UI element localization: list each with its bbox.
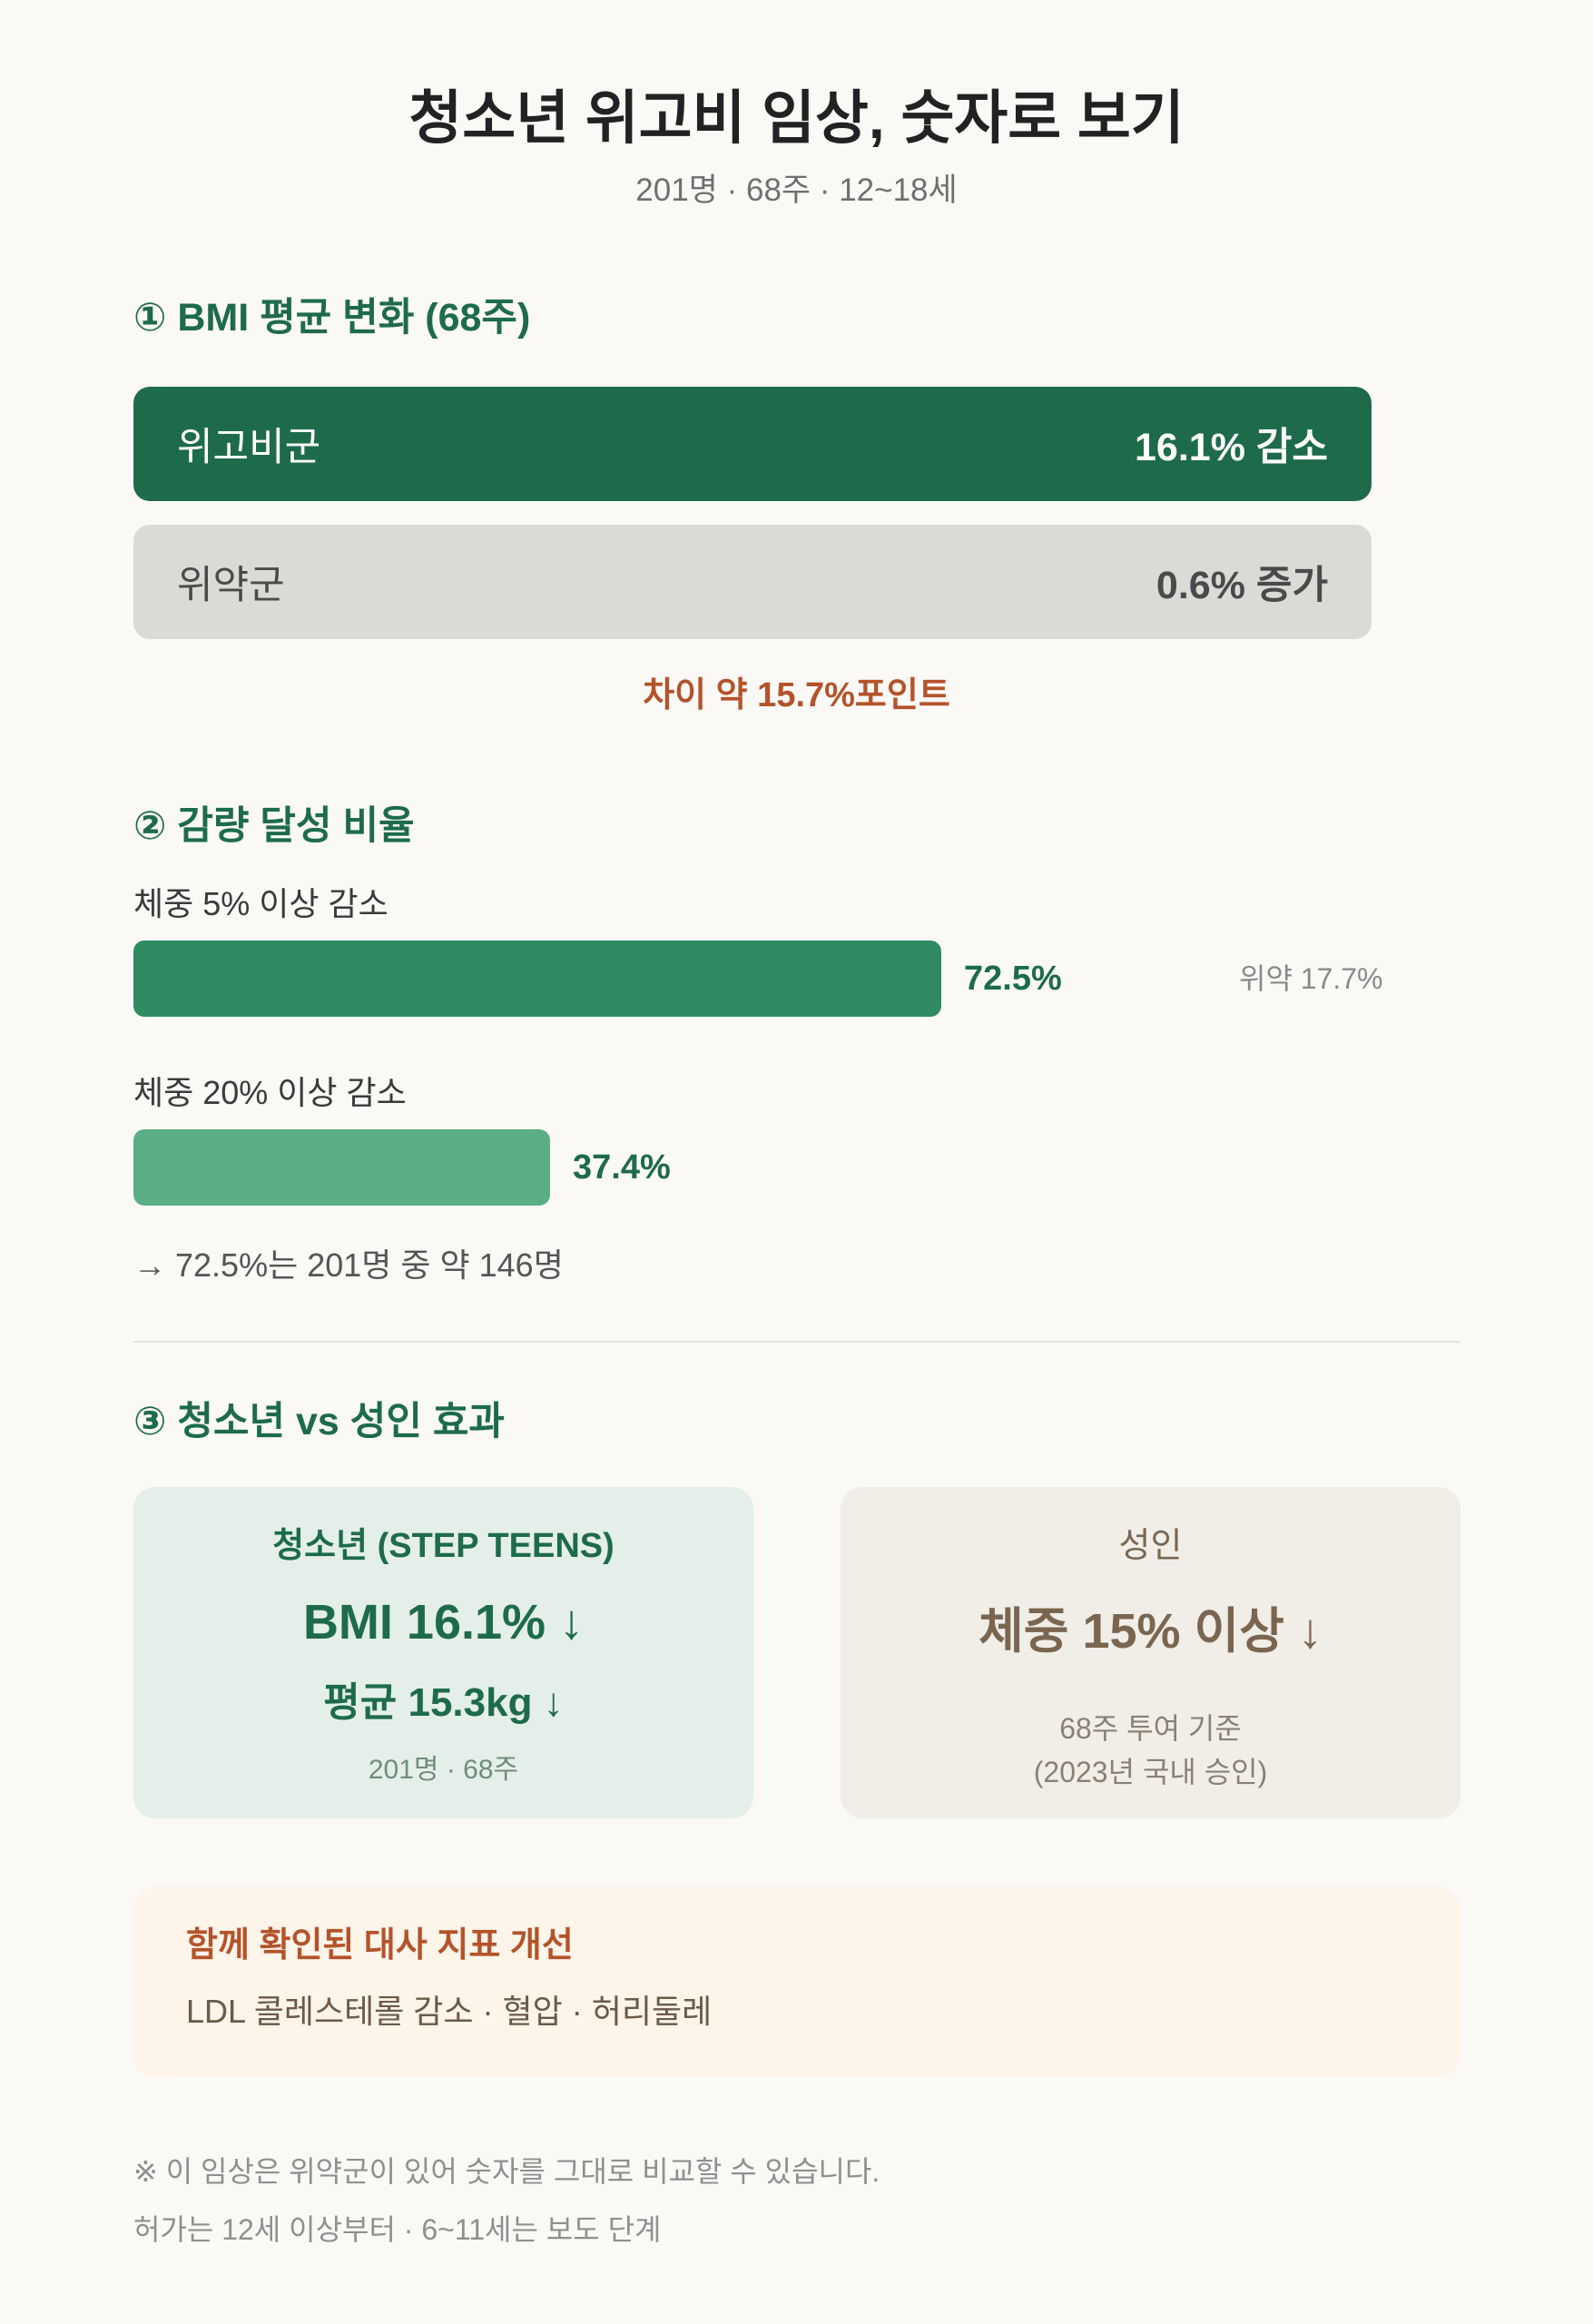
page-subtitle: 201명 · 68주 · 12~18세 xyxy=(635,172,958,208)
divider xyxy=(133,1341,1460,1343)
bmi-bar-placebo-value: 0.6% 증가 xyxy=(1155,564,1328,607)
bmi-bar-wegovy: 위고비군 16.1% 감소 xyxy=(133,387,1372,501)
teen-card-weight: 평균 15.3kg ↓ xyxy=(323,1680,564,1725)
bmi-bar-placebo: 위약군 0.6% 증가 xyxy=(133,525,1372,639)
adult-card-weight: 체중 15% 이상 ↓ xyxy=(978,1604,1323,1659)
rate-bar-20pct xyxy=(133,1129,550,1206)
footnote-comparison: ※ 이 임상은 위약군이 있어 숫자를 그대로 비교할 수 있습니다. xyxy=(133,2155,880,2188)
rate-bar-5pct xyxy=(133,940,941,1017)
rate-placebo-5pct: 위약 17.7% xyxy=(1239,962,1383,995)
section-rate-title: ② 감량 달성 비율 xyxy=(133,804,415,848)
teen-card-bmi: BMI 16.1% ↓ xyxy=(302,1595,585,1649)
adult-card-foot: 68주 투여 기준 (2023년 국내 승인) xyxy=(841,1707,1460,1794)
bmi-difference-note: 차이 약 15.7%포인트 xyxy=(643,676,950,714)
bmi-bar-placebo-label: 위약군 xyxy=(177,564,285,607)
metabolic-title: 함께 확인된 대사 지표 개선 xyxy=(186,1926,574,1965)
adult-card-foot-line1: 68주 투여 기준 xyxy=(1059,1712,1242,1745)
adult-card: 성인 체중 15% 이상 ↓ 68주 투여 기준 (2023년 국내 승인) xyxy=(841,1487,1460,1818)
metabolic-box: 함께 확인된 대사 지표 개선 LDL 콜레스테롤 감소 · 혈압 · 허리둘레 xyxy=(133,1886,1460,2077)
rate-note: → 72.5%는 201명 중 약 146명 xyxy=(133,1246,564,1284)
page-title: 청소년 위고비 임상, 숫자로 보기 xyxy=(408,85,1185,151)
metabolic-text: LDL 콜레스테롤 감소 · 혈압 · 허리둘레 xyxy=(186,1993,713,2030)
rate-row-20pct: 37.4% xyxy=(133,1129,1460,1206)
footnote-approval: 허가는 12세 이상부터 · 6~11세는 보도 단계 xyxy=(133,2213,662,2246)
bmi-bar-wegovy-value: 16.1% 감소 xyxy=(1135,426,1328,469)
section-bmi-title: ① BMI 평균 변화 (68주) xyxy=(133,296,531,340)
teen-card-title: 청소년 (STEP TEENS) xyxy=(272,1527,615,1565)
bmi-bar-wegovy-label: 위고비군 xyxy=(177,426,321,469)
section-compare-title: ③ 청소년 vs 성인 효과 xyxy=(133,1400,505,1443)
rate-label-5pct: 체중 5% 이상 감소 xyxy=(133,885,388,922)
rate-label-20pct: 체중 20% 이상 감소 xyxy=(133,1074,407,1111)
adult-card-foot-line2: (2023년 국내 승인) xyxy=(1033,1756,1268,1788)
rate-value-5pct: 72.5% xyxy=(964,960,1062,998)
rate-value-20pct: 37.4% xyxy=(573,1148,671,1187)
adult-card-title: 성인 xyxy=(1118,1527,1183,1565)
teen-card: 청소년 (STEP TEENS) BMI 16.1% ↓ 평균 15.3kg ↓… xyxy=(133,1487,753,1818)
rate-row-5pct: 72.5% 위약 17.7% xyxy=(133,940,1460,1017)
teen-card-foot: 201명 · 68주 xyxy=(368,1755,519,1785)
